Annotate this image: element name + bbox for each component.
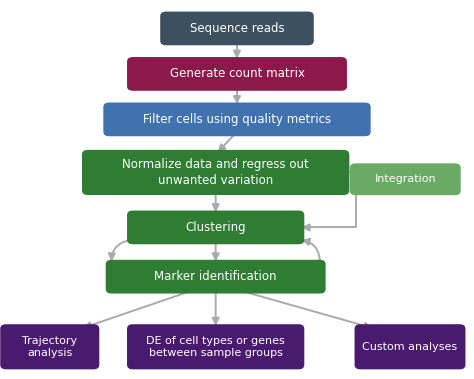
Text: Clustering: Clustering: [185, 221, 246, 234]
Text: Sequence reads: Sequence reads: [190, 22, 284, 35]
Text: DE of cell types or genes
between sample groups: DE of cell types or genes between sample…: [146, 336, 285, 358]
Text: Normalize data and regress out
unwanted variation: Normalize data and regress out unwanted …: [122, 158, 309, 187]
Text: Generate count matrix: Generate count matrix: [170, 67, 304, 80]
Text: Trajectory
analysis: Trajectory analysis: [22, 336, 77, 358]
FancyBboxPatch shape: [82, 150, 349, 195]
Text: Marker identification: Marker identification: [155, 270, 277, 283]
FancyBboxPatch shape: [106, 260, 326, 293]
Text: Filter cells using quality metrics: Filter cells using quality metrics: [143, 113, 331, 126]
FancyBboxPatch shape: [127, 211, 304, 244]
FancyBboxPatch shape: [0, 324, 99, 369]
Text: Integration: Integration: [374, 174, 436, 184]
FancyBboxPatch shape: [127, 324, 304, 369]
FancyBboxPatch shape: [103, 102, 371, 136]
FancyBboxPatch shape: [160, 12, 314, 45]
FancyBboxPatch shape: [127, 57, 347, 91]
FancyBboxPatch shape: [355, 324, 465, 369]
Text: Custom analyses: Custom analyses: [363, 342, 457, 352]
FancyBboxPatch shape: [350, 163, 461, 195]
